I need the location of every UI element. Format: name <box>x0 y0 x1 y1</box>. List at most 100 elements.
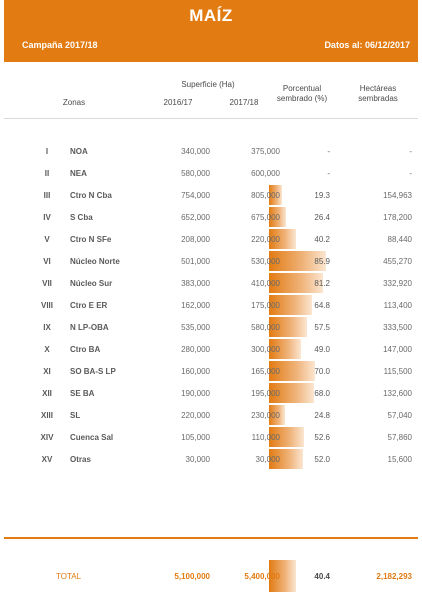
superficie-2016: 652,000 <box>181 213 210 222</box>
table-row: XIV Cuenca Sal 105,000 110,000 52.6 57,860 <box>4 427 418 447</box>
table-row: I NOA 340,000 375,000 - - <box>4 141 418 161</box>
percent-bar <box>269 383 314 403</box>
zone-number: XV <box>41 455 53 464</box>
hectareas-sembradas: 333,500 <box>383 323 412 332</box>
zone-number: VII <box>42 279 52 288</box>
title-banner: MAÍZ Campaña 2017/18 Datos al: 06/12/201… <box>4 0 418 62</box>
hectareas-sembradas: 178,200 <box>383 213 412 222</box>
superficie-2017: 230,000 <box>251 411 280 420</box>
superficie-2016: 190,000 <box>181 389 210 398</box>
percent-sembrado: 24.8 <box>314 411 330 420</box>
zone-name: NEA <box>70 169 87 178</box>
hectareas-sembradas: 455,270 <box>383 257 412 266</box>
zone-number: IX <box>43 323 51 332</box>
zone-number: III <box>43 191 51 200</box>
superficie-2016: 754,000 <box>181 191 210 200</box>
hectareas-sembradas: 115,500 <box>383 367 412 376</box>
superficie-2017: 375,000 <box>251 147 280 156</box>
hectareas-header: Hectáreas sembradas <box>358 84 398 103</box>
percent-bar <box>269 405 286 425</box>
campaign-label: Campaña 2017/18 <box>22 40 98 50</box>
zone-name: SO BA-S LP <box>70 367 116 376</box>
superficie-2017: 195,000 <box>251 389 280 398</box>
hectareas-sembradas: - <box>409 169 412 178</box>
percent-sembrado: 52.0 <box>314 455 330 464</box>
hectareas-sembradas: 113,400 <box>383 301 412 310</box>
table-row: III Ctro N Cba 754,000 805,000 19.3 154,963 <box>4 185 418 205</box>
percent-sembrado: 40.2 <box>314 235 330 244</box>
zone-number: IV <box>43 213 51 222</box>
hectareas-sembradas: 332,920 <box>383 279 412 288</box>
table-row: VIII Ctro E ER 162,000 175,000 64.8 113,400 <box>4 295 418 315</box>
zone-name: Ctro BA <box>70 345 101 354</box>
table-row: XV Otras 30,000 30,000 52.0 15,600 <box>4 449 418 469</box>
table-row: VII Núcleo Sur 383,000 410,000 81.2 332,920 <box>4 273 418 293</box>
percent-bar <box>269 207 287 227</box>
superficie-2017: 110,000 <box>251 433 280 442</box>
percent-sembrado: 81.2 <box>314 279 330 288</box>
percent-sembrado: 85.9 <box>314 257 330 266</box>
superficie-2016: 220,000 <box>181 411 210 420</box>
zone-name: SE BA <box>70 389 95 398</box>
zone-name: Núcleo Sur <box>70 279 113 288</box>
superficie-2016: 160,000 <box>181 367 210 376</box>
percent-sembrado: 52.6 <box>314 433 330 442</box>
superficie-2016: 535,000 <box>181 323 210 332</box>
superficie-2016: 280,000 <box>181 345 210 354</box>
percent-sembrado: 68.0 <box>314 389 330 398</box>
zone-name: NOA <box>70 147 88 156</box>
table-row: XI SO BA-S LP 160,000 165,000 70.0 115,500 <box>4 361 418 381</box>
total-superficie-2017: 5,400,000 <box>244 572 280 581</box>
hectareas-sembradas: 132,600 <box>383 389 412 398</box>
porcentual-header: Porcentual sembrado (%) <box>276 84 328 103</box>
hectareas-sembradas: 88,440 <box>387 235 412 244</box>
superficie-2016: 162,000 <box>181 301 210 310</box>
total-percent-bar <box>269 560 296 592</box>
zone-number: VI <box>43 257 51 266</box>
table-row: XIII SL 220,000 230,000 24.8 57,040 <box>4 405 418 425</box>
superficie-2017: 220,000 <box>251 235 280 244</box>
zone-name: S Cba <box>70 213 93 222</box>
table-row: XII SE BA 190,000 195,000 68.0 132,600 <box>4 383 418 403</box>
superficie-2017: 805,000 <box>251 191 280 200</box>
superficie-2017: 600,000 <box>251 169 280 178</box>
total-percent: 40.4 <box>314 572 330 581</box>
zone-number: XIV <box>40 433 54 442</box>
year2-header: 2017/18 <box>229 98 259 107</box>
percent-sembrado: 64.8 <box>314 301 330 310</box>
zone-name: Cuenca Sal <box>70 433 114 442</box>
superficie-2016: 580,000 <box>181 169 210 178</box>
percent-bar <box>269 339 302 359</box>
hectareas-sembradas: 15,600 <box>387 455 412 464</box>
superficie-2016: 501,000 <box>181 257 210 266</box>
table-row: IV S Cba 652,000 675,000 26.4 178,200 <box>4 207 418 227</box>
superficie-2017: 675,000 <box>251 213 280 222</box>
zone-name: SL <box>70 411 81 420</box>
superficie-2016: 340,000 <box>181 147 210 156</box>
superficie-2017: 30,000 <box>255 455 280 464</box>
zone-name: Ctro N Cba <box>70 191 112 200</box>
superficie-2016: 30,000 <box>185 455 210 464</box>
percent-bar <box>269 361 316 381</box>
superficie-2016: 105,000 <box>181 433 210 442</box>
table-row: II NEA 580,000 600,000 - - <box>4 163 418 183</box>
zone-number: V <box>44 235 50 244</box>
percent-bar <box>269 449 304 469</box>
header-divider <box>4 118 418 119</box>
zone-number: XI <box>43 367 51 376</box>
superficie-2017: 175,000 <box>251 301 280 310</box>
zone-name: Otras <box>70 455 91 464</box>
zone-name: Ctro E ER <box>70 301 108 310</box>
total-superficie-2016: 5,100,000 <box>174 572 210 581</box>
hectareas-sembradas: - <box>409 147 412 156</box>
percent-sembrado: 49.0 <box>314 345 330 354</box>
percent-sembrado: 70.0 <box>314 367 330 376</box>
percent-bar <box>269 317 307 337</box>
table-row: VI Núcleo Norte 501,000 530,000 85.9 455,270 <box>4 251 418 271</box>
superficie-2016: 208,000 <box>181 235 210 244</box>
total-divider <box>4 537 418 539</box>
total-label: TOTAL <box>56 572 82 581</box>
hectareas-sembradas: 154,963 <box>383 191 412 200</box>
superficie-2017: 530,000 <box>251 257 280 266</box>
superficie-header: Superficie (Ha) <box>181 80 235 89</box>
